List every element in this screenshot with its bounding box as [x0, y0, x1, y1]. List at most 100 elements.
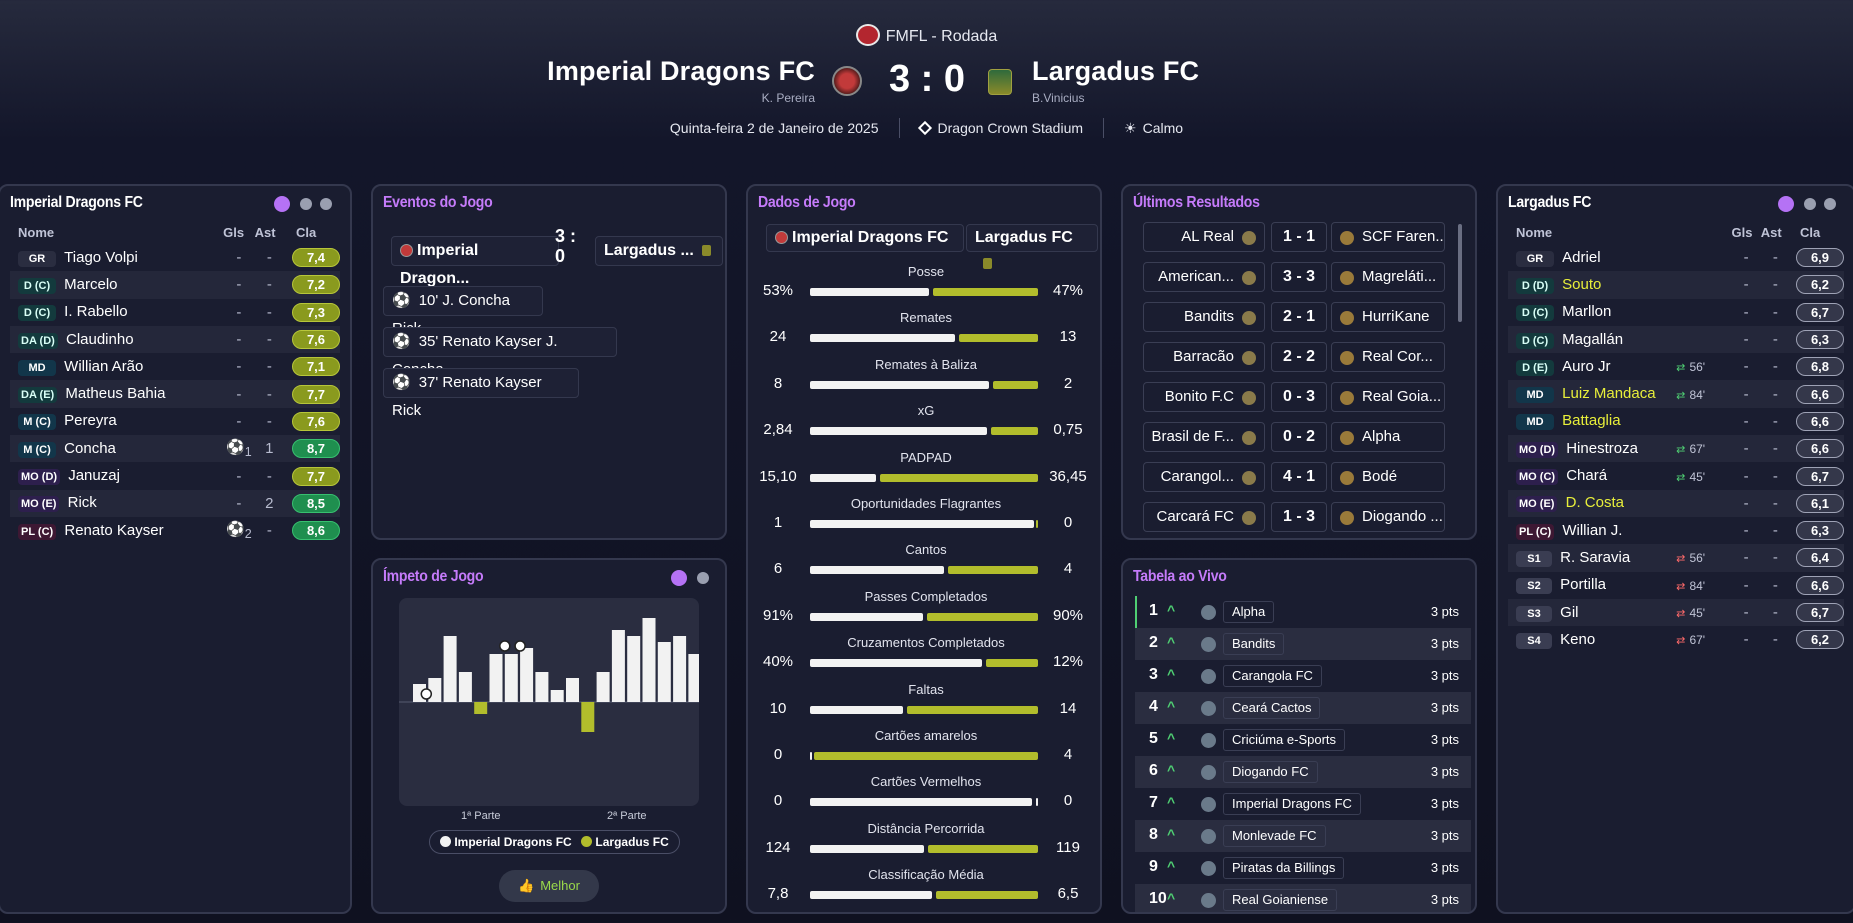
player-name[interactable]: Battaglia: [1562, 412, 1621, 430]
result-home[interactable]: Barracão: [1143, 342, 1265, 372]
event-assist[interactable]: Rick: [392, 402, 422, 419]
player-row[interactable]: MD Luiz Mandaca ⇄ 84' - - 6,6: [1508, 380, 1844, 408]
result-home[interactable]: Carangol...: [1143, 462, 1265, 492]
result-home[interactable]: Bonito F.C: [1143, 382, 1265, 412]
player-name[interactable]: Chará: [1566, 467, 1608, 485]
panel-toggle[interactable]: [300, 198, 312, 210]
table-team[interactable]: Piratas da Billings: [1223, 857, 1345, 879]
player-row[interactable]: DA (E) Matheus Bahia - - 7,7: [10, 380, 340, 408]
stats-home-team[interactable]: Imperial Dragons FC: [766, 224, 964, 252]
player-name[interactable]: Magallán: [1562, 330, 1624, 348]
table-row[interactable]: 8 ^ Monlevade FC 3 pts: [1135, 820, 1471, 852]
player-name[interactable]: Tiago Volpi: [64, 248, 138, 266]
player-name[interactable]: Gil: [1560, 603, 1579, 621]
event-scorer[interactable]: J. Concha: [442, 292, 510, 309]
player-row[interactable]: DA (D) Claudinho - - 7,6: [10, 325, 340, 354]
col-ast[interactable]: Ast: [254, 224, 276, 240]
player-name[interactable]: I. Rabello: [64, 303, 128, 321]
player-row[interactable]: S1 R. Saravia ⇄ 56' - - 6,4: [1508, 544, 1844, 572]
events-home-team[interactable]: Imperial Dragon...: [391, 236, 559, 287]
player-row[interactable]: GR Adriel - - 6,9: [1508, 244, 1844, 271]
player-row[interactable]: MD Willian Arão - - 7,1: [10, 353, 340, 380]
player-row[interactable]: M (C) Concha ⚽1 1 8,7: [10, 435, 340, 463]
player-name[interactable]: Pereyra: [64, 412, 117, 430]
player-name[interactable]: Adriel: [1562, 248, 1601, 266]
goal-event[interactable]: ⚽ 37' Renato Kayser Rick: [383, 368, 579, 419]
player-row[interactable]: D (C) I. Rabello - - 7,3: [10, 299, 340, 326]
events-away-team[interactable]: Largadus ...: [595, 236, 723, 266]
away-team-header[interactable]: Largadus FC B.Vinicius: [1032, 56, 1199, 105]
col-cla[interactable]: Cla: [296, 224, 317, 240]
player-name[interactable]: Keno: [1560, 630, 1596, 648]
player-row[interactable]: MO (D) Januzaj - - 7,7: [10, 462, 340, 489]
goal-event[interactable]: ⚽35' Renato Kayser J. Concha: [383, 327, 617, 378]
result-away[interactable]: Alpha: [1331, 422, 1445, 452]
player-name[interactable]: Januzaj: [68, 467, 120, 485]
table-row[interactable]: 9 ^ Piratas da Billings 3 pts: [1135, 852, 1471, 884]
player-name[interactable]: Claudinho: [65, 330, 134, 348]
event-scorer[interactable]: Renato Kayser: [442, 333, 542, 350]
table-team[interactable]: Criciúma e-Sports: [1223, 729, 1346, 751]
player-name[interactable]: Marllon: [1562, 303, 1612, 321]
panel-toggle[interactable]: [697, 572, 709, 584]
player-name[interactable]: Matheus Bahia: [65, 385, 166, 403]
table-team[interactable]: Diogando FC: [1223, 761, 1318, 783]
player-name[interactable]: R. Saravia: [1560, 548, 1631, 566]
player-row[interactable]: PL (C) Renato Kayser ⚽2 - 8,6: [10, 517, 340, 544]
player-row[interactable]: D (D) Souto - - 6,2: [1508, 271, 1844, 299]
player-name[interactable]: Willian Arão: [64, 357, 144, 375]
result-away[interactable]: Bodé: [1331, 462, 1445, 492]
panel-toggle[interactable]: [320, 198, 332, 210]
player-name[interactable]: Marcelo: [64, 275, 118, 293]
panel-toggle-active[interactable]: [1778, 196, 1794, 212]
table-row[interactable]: 1 ^ Alpha 3 pts: [1135, 596, 1471, 628]
result-away[interactable]: Real Goia...: [1331, 382, 1445, 412]
panel-toggle-active[interactable]: [274, 196, 290, 212]
stats-away-team[interactable]: Largadus FC: [966, 224, 1098, 270]
player-row[interactable]: D (E) Auro Jr ⇄ 56' - - 6,8: [1508, 353, 1844, 380]
col-gls[interactable]: Gls: [223, 224, 245, 240]
panel-toggle[interactable]: [1824, 198, 1836, 210]
player-row[interactable]: GR Tiago Volpi - - 7,4: [10, 244, 340, 271]
player-row[interactable]: MO (E) Rick - 2 8,5: [10, 489, 340, 517]
player-row[interactable]: S2 Portilla ⇄ 84' - - 6,6: [1508, 572, 1844, 599]
player-row[interactable]: S3 Gil ⇄ 45' - - 6,7: [1508, 598, 1844, 627]
table-row[interactable]: 4 ^ Ceará Cactos 3 pts: [1135, 692, 1471, 724]
player-row[interactable]: MO (E) D. Costa - - 6,1: [1508, 489, 1844, 517]
player-row[interactable]: D (C) Magallán - - 6,3: [1508, 325, 1844, 354]
table-row[interactable]: 5 ^ Criciúma e-Sports 3 pts: [1135, 724, 1471, 756]
player-row[interactable]: MO (C) Chará ⇄ 45' - - 6,7: [1508, 462, 1844, 489]
player-name[interactable]: Portilla: [1560, 576, 1607, 594]
player-name[interactable]: Souto: [1562, 275, 1602, 293]
player-row[interactable]: PL (C) Willian J. - - 6,3: [1508, 517, 1844, 544]
table-row[interactable]: 3 ^ Carangola FC 3 pts: [1135, 660, 1471, 692]
result-home[interactable]: AL Real: [1143, 222, 1265, 252]
result-home[interactable]: Carcará FC: [1143, 502, 1265, 532]
col-gls[interactable]: Gls: [1731, 224, 1753, 240]
table-team[interactable]: Ceará Cactos: [1223, 697, 1321, 719]
result-home[interactable]: Bandits: [1143, 302, 1265, 332]
best-button[interactable]: 👍 Melhor: [499, 870, 599, 902]
player-row[interactable]: D (C) Marcelo - - 7,2: [10, 271, 340, 299]
results-scrollbar[interactable]: [1458, 224, 1462, 322]
table-team[interactable]: Real Goianiense: [1223, 889, 1338, 911]
away-team-name[interactable]: Largadus FC: [1032, 56, 1200, 86]
table-row[interactable]: 7 ^ Imperial Dragons FC 3 pts: [1135, 788, 1471, 820]
table-row[interactable]: 6 ^ Diogando FC 3 pts: [1135, 756, 1471, 788]
player-name[interactable]: Hinestroza: [1566, 439, 1638, 457]
player-name[interactable]: Auro Jr: [1562, 357, 1611, 375]
col-name[interactable]: Nome: [1516, 224, 1553, 240]
table-row[interactable]: 10 ^ Real Goianiense 3 pts: [1135, 884, 1471, 912]
event-scorer[interactable]: Renato Kayser: [442, 374, 542, 391]
player-row[interactable]: MD Battaglia - - 6,6: [1508, 408, 1844, 435]
panel-toggle-active[interactable]: [671, 570, 687, 586]
player-name[interactable]: Rick: [67, 494, 97, 512]
player-name[interactable]: Renato Kayser: [64, 521, 164, 539]
player-row[interactable]: M (C) Pereyra - - 7,6: [10, 408, 340, 435]
panel-toggle[interactable]: [1804, 198, 1816, 210]
home-team-header[interactable]: Imperial Dragons FC K. Pereira: [547, 56, 815, 105]
player-row[interactable]: S4 Keno ⇄ 67' - - 6,2: [1508, 626, 1844, 653]
result-home[interactable]: Brasil de F...: [1143, 422, 1265, 452]
table-team[interactable]: Monlevade FC: [1223, 825, 1326, 847]
col-name[interactable]: Nome: [18, 224, 55, 240]
